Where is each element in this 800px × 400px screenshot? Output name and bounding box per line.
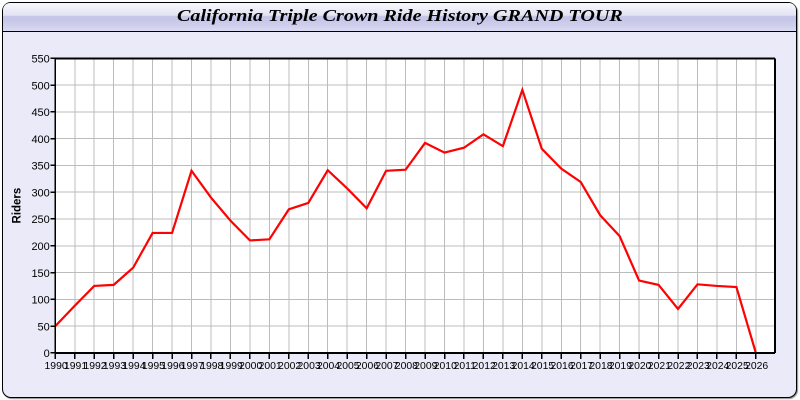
svg-text:300: 300 [31,187,49,199]
svg-text:2010: 2010 [434,361,457,372]
svg-text:2022: 2022 [667,361,690,372]
svg-text:550: 550 [31,54,49,66]
svg-text:2005: 2005 [336,361,359,372]
svg-text:0: 0 [44,348,50,360]
svg-text:2008: 2008 [395,361,418,372]
svg-text:2019: 2019 [609,361,632,372]
svg-text:2012: 2012 [473,361,496,372]
svg-text:1990: 1990 [45,361,68,372]
svg-text:250: 250 [31,214,49,226]
svg-text:500: 500 [31,80,49,92]
svg-text:200: 200 [31,241,49,253]
svg-text:1993: 1993 [103,361,126,372]
svg-text:2001: 2001 [259,361,282,372]
svg-text:2014: 2014 [512,361,535,372]
svg-text:2000: 2000 [239,361,262,372]
svg-text:2009: 2009 [414,361,437,372]
svg-text:1994: 1994 [122,361,145,372]
svg-text:1998: 1998 [200,361,223,372]
svg-text:2018: 2018 [589,361,612,372]
svg-text:2025: 2025 [726,361,749,372]
svg-text:1995: 1995 [142,361,165,372]
svg-text:1997: 1997 [181,361,204,372]
svg-text:2013: 2013 [492,361,515,372]
svg-text:1992: 1992 [83,361,106,372]
svg-text:Riders: Riders [12,188,24,224]
svg-text:2007: 2007 [375,361,398,372]
svg-text:2002: 2002 [278,361,301,372]
svg-text:150: 150 [31,268,49,280]
svg-text:2011: 2011 [454,361,477,372]
svg-text:50: 50 [38,321,50,333]
svg-text:2017: 2017 [570,361,593,372]
svg-text:2006: 2006 [356,361,379,372]
svg-text:1991: 1991 [64,361,87,372]
svg-text:2004: 2004 [317,361,340,372]
svg-text:2026: 2026 [745,361,768,372]
svg-text:2024: 2024 [706,361,729,372]
svg-text:2021: 2021 [648,361,671,372]
svg-text:400: 400 [31,134,49,146]
svg-text:1996: 1996 [161,361,184,372]
svg-text:1999: 1999 [220,361,243,372]
svg-text:2015: 2015 [531,361,554,372]
svg-text:2020: 2020 [628,361,651,372]
svg-text:2003: 2003 [298,361,321,372]
svg-text:350: 350 [31,161,49,173]
svg-text:450: 450 [31,107,49,119]
svg-text:2023: 2023 [687,361,710,372]
svg-text:2016: 2016 [550,361,573,372]
svg-text:100: 100 [31,295,49,307]
